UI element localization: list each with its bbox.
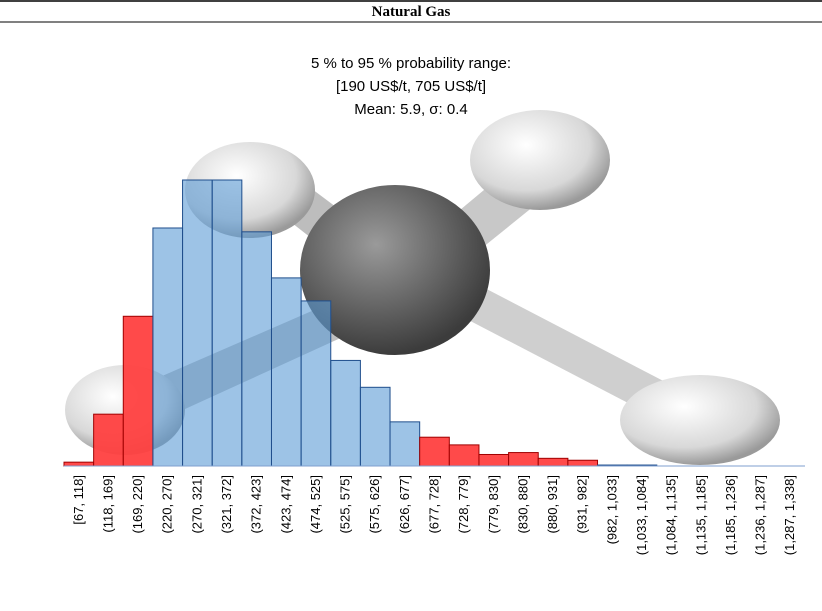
bar xyxy=(211,179,243,467)
bar xyxy=(567,459,599,467)
bar xyxy=(478,453,510,467)
bar xyxy=(508,452,539,467)
bar xyxy=(419,436,450,467)
bar xyxy=(448,444,480,467)
bar xyxy=(359,386,391,467)
x-tick-label: (626, 677] xyxy=(397,475,412,534)
x-tick-label: (270, 321] xyxy=(189,475,204,534)
bar xyxy=(152,227,184,467)
bar xyxy=(122,315,154,467)
x-tick-label: (728, 779] xyxy=(456,475,471,534)
x-tick-label: (931, 982] xyxy=(575,475,590,534)
x-tick-label: (423, 474] xyxy=(278,475,293,534)
bar xyxy=(300,300,332,467)
bar xyxy=(537,457,569,467)
subtitle: Mean: 5.9, σ: 0.4 xyxy=(354,101,468,118)
x-tick-label: (575, 626] xyxy=(367,475,382,534)
chart-title: Natural Gas xyxy=(372,4,451,20)
x-tick-label: (1,084, 1,135] xyxy=(664,475,679,555)
subtitle: 5 % to 95 % probability range: xyxy=(311,55,511,72)
x-tick-label: (1,287, 1,338] xyxy=(782,475,797,555)
x-tick-label: (779, 830] xyxy=(486,475,501,534)
bar xyxy=(330,359,361,467)
x-tick-label: (474, 525] xyxy=(308,475,323,534)
bar xyxy=(241,231,272,467)
x-tick-label: [67, 118] xyxy=(71,475,86,525)
x-tick-label: (220, 270] xyxy=(160,475,175,534)
x-tick-label: (1,135, 1,185] xyxy=(693,475,708,555)
bar xyxy=(93,413,124,467)
x-tick-label: (1,185, 1,236] xyxy=(723,475,738,555)
x-tick-label: (1,033, 1,084] xyxy=(634,475,649,555)
subtitle: [190 US$/t, 705 US$/t] xyxy=(336,78,486,95)
x-tick-label: (1,236, 1,287] xyxy=(753,475,768,555)
x-tick-label: (372, 423] xyxy=(249,475,264,534)
x-tick-label: (982, 1,033] xyxy=(604,475,619,544)
x-tick-label: (880, 931] xyxy=(545,475,560,534)
bar xyxy=(63,461,95,467)
bar xyxy=(270,277,302,467)
x-tick-label: (169, 220] xyxy=(130,475,145,534)
x-tick-label: (677, 728] xyxy=(427,475,442,534)
x-tick-label: (830, 880] xyxy=(515,475,530,534)
bar xyxy=(182,179,213,467)
x-tick-label: (118, 169] xyxy=(100,475,115,533)
x-tick-label: (525, 575] xyxy=(338,475,353,534)
plot-area: [67, 118] (118, 169] (169, 220] (220, 270] (… xyxy=(63,179,805,555)
bar xyxy=(389,421,421,467)
x-tick-label: (321, 372] xyxy=(219,475,234,534)
